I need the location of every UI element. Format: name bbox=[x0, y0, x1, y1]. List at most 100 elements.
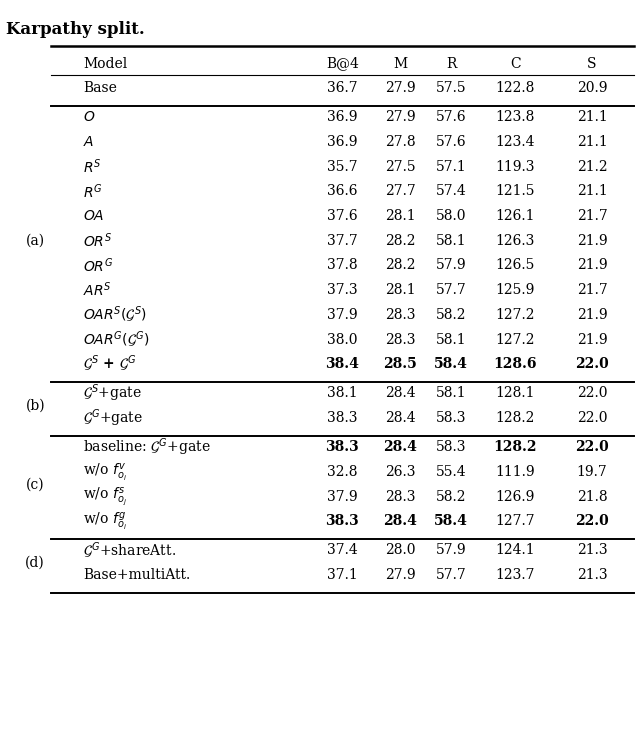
Text: 123.4: 123.4 bbox=[495, 135, 535, 149]
Text: 123.8: 123.8 bbox=[495, 111, 535, 124]
Text: 58.3: 58.3 bbox=[436, 411, 467, 425]
Text: 126.3: 126.3 bbox=[495, 234, 535, 248]
Text: Base: Base bbox=[83, 82, 117, 95]
Text: 21.9: 21.9 bbox=[577, 234, 607, 248]
Text: 128.1: 128.1 bbox=[495, 387, 535, 400]
Text: 128.6: 128.6 bbox=[493, 358, 537, 371]
Text: 32.8: 32.8 bbox=[327, 465, 358, 479]
Text: 21.7: 21.7 bbox=[577, 283, 607, 297]
Text: 123.7: 123.7 bbox=[495, 568, 535, 582]
Text: 58.4: 58.4 bbox=[435, 514, 468, 528]
Text: 27.9: 27.9 bbox=[385, 111, 415, 124]
Text: 126.5: 126.5 bbox=[495, 259, 535, 272]
Text: $\mathcal{G}^{G}$+gate: $\mathcal{G}^{G}$+gate bbox=[83, 407, 143, 429]
Text: 28.1: 28.1 bbox=[385, 209, 415, 223]
Text: 28.3: 28.3 bbox=[385, 489, 415, 503]
Text: 124.1: 124.1 bbox=[495, 543, 535, 557]
Text: 28.5: 28.5 bbox=[383, 358, 417, 371]
Text: 57.9: 57.9 bbox=[436, 259, 467, 272]
Text: 36.7: 36.7 bbox=[327, 82, 358, 95]
Text: S: S bbox=[588, 57, 596, 70]
Text: 57.7: 57.7 bbox=[436, 568, 467, 582]
Text: $\mathcal{G}^{S}$+gate: $\mathcal{G}^{S}$+gate bbox=[83, 382, 142, 404]
Text: 27.8: 27.8 bbox=[385, 135, 415, 149]
Text: 127.2: 127.2 bbox=[495, 333, 535, 346]
Text: 127.2: 127.2 bbox=[495, 308, 535, 322]
Text: M: M bbox=[393, 57, 407, 70]
Text: 28.4: 28.4 bbox=[383, 514, 417, 528]
Text: 128.2: 128.2 bbox=[495, 411, 535, 425]
Text: $\mathcal{G}^{G}$+shareAtt.: $\mathcal{G}^{G}$+shareAtt. bbox=[83, 540, 176, 560]
Text: 28.4: 28.4 bbox=[385, 387, 415, 400]
Text: Base+multiAtt.: Base+multiAtt. bbox=[83, 568, 191, 582]
Text: 37.1: 37.1 bbox=[327, 568, 358, 582]
Text: 21.3: 21.3 bbox=[577, 568, 607, 582]
Text: C: C bbox=[510, 57, 520, 70]
Text: 35.7: 35.7 bbox=[327, 160, 358, 174]
Text: 126.9: 126.9 bbox=[495, 489, 535, 503]
Text: $\mathit{R}^{\mathit{G}}$: $\mathit{R}^{\mathit{G}}$ bbox=[83, 183, 103, 200]
Text: 19.7: 19.7 bbox=[577, 465, 607, 479]
Text: 21.1: 21.1 bbox=[577, 185, 607, 198]
Text: 21.1: 21.1 bbox=[577, 135, 607, 149]
Text: 28.2: 28.2 bbox=[385, 234, 415, 248]
Text: $\mathit{R}^{\mathit{S}}$: $\mathit{R}^{\mathit{S}}$ bbox=[83, 158, 102, 176]
Text: 21.8: 21.8 bbox=[577, 489, 607, 503]
Text: 36.9: 36.9 bbox=[327, 111, 358, 124]
Text: 122.8: 122.8 bbox=[495, 82, 535, 95]
Text: 58.2: 58.2 bbox=[436, 308, 467, 322]
Text: 38.3: 38.3 bbox=[326, 514, 359, 528]
Text: 37.7: 37.7 bbox=[327, 234, 358, 248]
Text: w/o $f_{o_j}^{s}$: w/o $f_{o_j}^{s}$ bbox=[83, 485, 127, 508]
Text: w/o $f_{o_i}^{v}$: w/o $f_{o_i}^{v}$ bbox=[83, 461, 127, 482]
Text: 37.9: 37.9 bbox=[327, 308, 358, 322]
Text: $\mathit{OAR}^{\mathit{G}}(\mathcal{G}^{\mathit{G}})$: $\mathit{OAR}^{\mathit{G}}(\mathcal{G}^{… bbox=[83, 329, 150, 350]
Text: 58.3: 58.3 bbox=[436, 440, 467, 454]
Text: 22.0: 22.0 bbox=[575, 440, 609, 454]
Text: 22.0: 22.0 bbox=[575, 514, 609, 528]
Text: 38.3: 38.3 bbox=[327, 411, 358, 425]
Text: 127.7: 127.7 bbox=[495, 514, 535, 528]
Text: w/o $f_{o_i}^{g}$: w/o $f_{o_i}^{g}$ bbox=[83, 510, 127, 532]
Text: 28.4: 28.4 bbox=[385, 411, 415, 425]
Text: 22.0: 22.0 bbox=[577, 387, 607, 400]
Text: 38.3: 38.3 bbox=[326, 440, 359, 454]
Text: $\mathit{OA}$: $\mathit{OA}$ bbox=[83, 209, 105, 223]
Text: (a): (a) bbox=[26, 234, 45, 248]
Text: 28.1: 28.1 bbox=[385, 283, 415, 297]
Text: 28.4: 28.4 bbox=[383, 440, 417, 454]
Text: 57.5: 57.5 bbox=[436, 82, 467, 95]
Text: 38.1: 38.1 bbox=[327, 387, 358, 400]
Text: 28.3: 28.3 bbox=[385, 333, 415, 346]
Text: R: R bbox=[446, 57, 456, 70]
Text: 58.1: 58.1 bbox=[436, 234, 467, 248]
Text: 55.4: 55.4 bbox=[436, 465, 467, 479]
Text: 128.2: 128.2 bbox=[493, 440, 537, 454]
Text: 27.9: 27.9 bbox=[385, 82, 415, 95]
Text: $\mathcal{G}^{S}$ + $\mathcal{G}^{G}$: $\mathcal{G}^{S}$ + $\mathcal{G}^{G}$ bbox=[83, 354, 136, 375]
Text: 37.9: 37.9 bbox=[327, 489, 358, 503]
Text: (d): (d) bbox=[26, 556, 45, 570]
Text: $\mathit{AR}^{\mathit{S}}$: $\mathit{AR}^{\mathit{S}}$ bbox=[83, 281, 112, 299]
Text: 126.1: 126.1 bbox=[495, 209, 535, 223]
Text: 58.1: 58.1 bbox=[436, 333, 467, 346]
Text: 38.0: 38.0 bbox=[327, 333, 358, 346]
Text: 58.1: 58.1 bbox=[436, 387, 467, 400]
Text: 37.3: 37.3 bbox=[327, 283, 358, 297]
Text: Model: Model bbox=[83, 57, 127, 70]
Text: 27.7: 27.7 bbox=[385, 185, 415, 198]
Text: baseline: $\mathcal{G}^{G}$+gate: baseline: $\mathcal{G}^{G}$+gate bbox=[83, 436, 211, 458]
Text: (b): (b) bbox=[26, 399, 45, 413]
Text: 57.6: 57.6 bbox=[436, 135, 467, 149]
Text: 119.3: 119.3 bbox=[495, 160, 535, 174]
Text: 57.1: 57.1 bbox=[436, 160, 467, 174]
Text: 22.0: 22.0 bbox=[575, 358, 609, 371]
Text: 20.9: 20.9 bbox=[577, 82, 607, 95]
Text: B@4: B@4 bbox=[326, 57, 359, 70]
Text: 22.0: 22.0 bbox=[577, 411, 607, 425]
Text: $\mathit{O}$: $\mathit{O}$ bbox=[83, 111, 95, 124]
Text: 37.8: 37.8 bbox=[327, 259, 358, 272]
Text: 21.9: 21.9 bbox=[577, 333, 607, 346]
Text: 121.5: 121.5 bbox=[495, 185, 535, 198]
Text: $\mathit{OAR}^{\mathit{S}}(\mathcal{G}^{\mathit{S}})$: $\mathit{OAR}^{\mathit{S}}(\mathcal{G}^{… bbox=[83, 304, 147, 325]
